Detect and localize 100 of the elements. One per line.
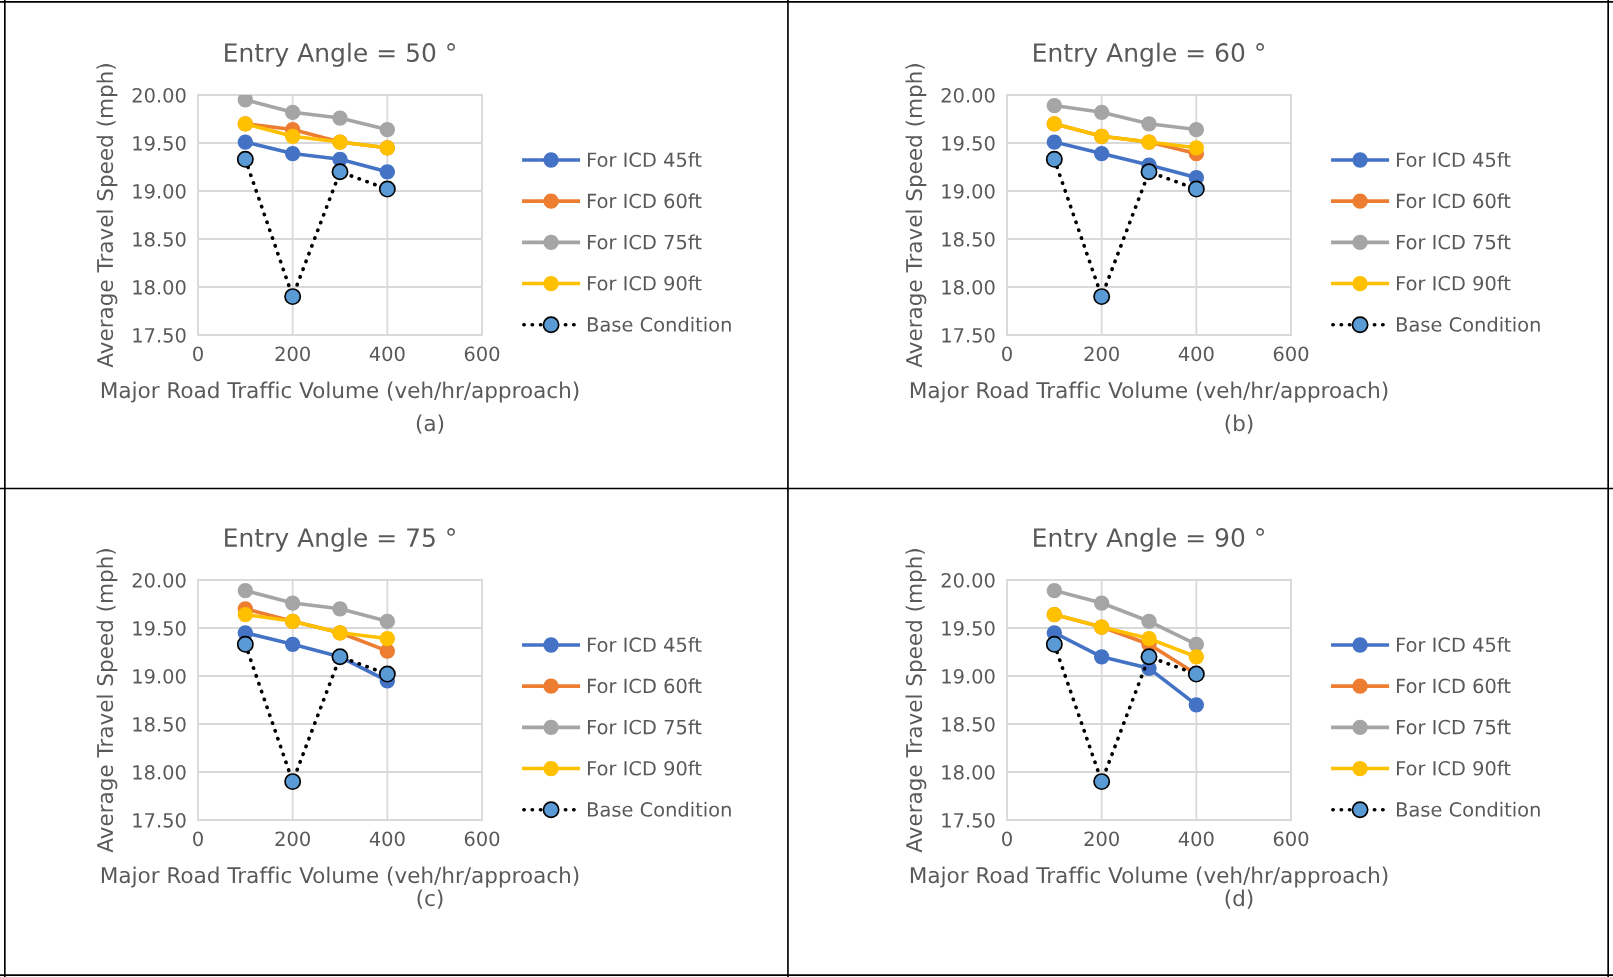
point: [1141, 116, 1157, 132]
point: [1140, 163, 1158, 181]
legend-label: For ICD 45ft: [587, 152, 702, 168]
x-tick-label: 200: [275, 831, 310, 847]
point: [1094, 595, 1110, 611]
legend-label: For ICD 45ft: [1396, 637, 1511, 653]
y-tick-label: 20.00: [941, 572, 995, 588]
point: [331, 163, 349, 181]
point: [1188, 649, 1204, 665]
y-tick-label: 18.50: [942, 716, 995, 732]
chart-title: Entry Angle = 50 °: [225, 42, 455, 67]
legend-label: Base Condition: [587, 316, 731, 332]
point: [285, 128, 301, 144]
y-axis-title: Average Travel Speed (mph): [905, 64, 927, 368]
legend-label: For ICD 45ft: [1396, 152, 1511, 168]
legend-label: For ICD 45ft: [587, 637, 702, 653]
point: [1188, 636, 1204, 652]
x-tick-label: 0: [1002, 346, 1012, 362]
x-tick-label: 200: [1084, 346, 1119, 362]
point: [284, 773, 302, 791]
y-tick-label: 18.50: [942, 231, 995, 247]
y-axis-title: Average Travel Speed (mph): [905, 549, 927, 853]
point: [1093, 288, 1111, 306]
point: [1187, 180, 1205, 198]
x-tick-label: 600: [1273, 346, 1309, 362]
x-tick-label: 400: [369, 346, 405, 362]
text: (d): [1225, 889, 1253, 909]
x-tick-label: 400: [369, 831, 405, 847]
legend-label: For ICD 60ft: [1396, 193, 1511, 209]
y-tick-label: 20.00: [941, 87, 995, 103]
y-tick-label: 19.50: [942, 135, 995, 151]
x-tick-label: 0: [193, 831, 203, 847]
point: [378, 180, 396, 198]
point: [1094, 649, 1110, 665]
point: [1093, 773, 1111, 791]
legend-label: For ICD 60ft: [1396, 678, 1511, 694]
point: [1046, 134, 1062, 150]
y-tick-label: 17.50: [133, 327, 186, 343]
point: [285, 595, 301, 611]
y-tick-label: 20.00: [132, 572, 186, 588]
point: [379, 613, 395, 629]
x-tick-label: 200: [275, 346, 310, 362]
point: [332, 110, 348, 126]
point: [1046, 97, 1062, 114]
y-tick-label: 18.00: [133, 764, 186, 780]
point: [1141, 630, 1157, 647]
y-tick-label: 19.50: [133, 135, 186, 151]
legend-label: Base Condition: [587, 801, 731, 817]
y-tick-label: 17.50: [942, 327, 995, 343]
x-tick-label: 400: [1178, 346, 1214, 362]
point: [1094, 104, 1110, 120]
text: (b): [1225, 414, 1253, 434]
point: [1188, 697, 1204, 713]
point: [236, 635, 254, 653]
point: [1188, 140, 1204, 156]
y-tick-label: 18.50: [133, 716, 186, 732]
point: [1141, 613, 1157, 629]
y-tick-label: 18.50: [133, 231, 186, 247]
point: [236, 150, 254, 168]
point: [332, 601, 348, 617]
point: [237, 95, 253, 108]
point: [285, 636, 301, 652]
point: [284, 288, 302, 306]
point: [237, 606, 253, 623]
y-tick-label: 19.50: [133, 620, 186, 636]
y-axis-title: Average Travel Speed (mph): [96, 64, 118, 368]
point: [285, 104, 301, 120]
x-axis-title: Major Road Traffic Volume (veh/hr/approach): [910, 381, 1388, 403]
x-tick-label: 0: [193, 346, 203, 362]
point: [379, 164, 395, 180]
legend-label: For ICD 75ft: [1396, 719, 1511, 735]
point: [1045, 635, 1063, 653]
legend-label: Base Condition: [1396, 801, 1540, 817]
point: [237, 134, 253, 150]
legend-label: Base Condition: [1396, 316, 1540, 332]
point: [1188, 121, 1204, 138]
y-tick-label: 19.50: [942, 620, 995, 636]
legend-label: For ICD 75ft: [587, 719, 702, 735]
legend-label: For ICD 75ft: [587, 234, 702, 250]
point: [1140, 648, 1158, 666]
x-tick-label: 600: [464, 346, 500, 362]
x-tick-label: 400: [1178, 831, 1214, 847]
point: [1094, 145, 1110, 162]
point: [378, 665, 396, 683]
legend-label: For ICD 60ft: [587, 678, 702, 694]
x-axis-title: Major Road Traffic Volume (veh/hr/approach): [101, 866, 579, 888]
y-tick-label: 19.00: [942, 183, 995, 199]
point: [379, 630, 395, 647]
x-tick-label: 200: [1084, 831, 1119, 847]
legend-label: For ICD 90ft: [587, 760, 702, 776]
legend-label: For ICD 90ft: [1396, 275, 1511, 291]
chart-title: Entry Angle = 60 °: [1034, 42, 1264, 67]
legend-label: For ICD 90ft: [587, 275, 702, 291]
y-tick-label: 18.00: [942, 764, 995, 780]
chart-title: Entry Angle = 90 °: [1034, 527, 1264, 552]
x-axis-title: Major Road Traffic Volume (veh/hr/approach): [101, 381, 579, 403]
y-tick-label: 19.00: [942, 668, 995, 684]
x-tick-label: 0: [1002, 831, 1012, 847]
legend-label: For ICD 60ft: [587, 193, 702, 209]
x-axis-title: Major Road Traffic Volume (veh/hr/approach): [910, 866, 1388, 888]
